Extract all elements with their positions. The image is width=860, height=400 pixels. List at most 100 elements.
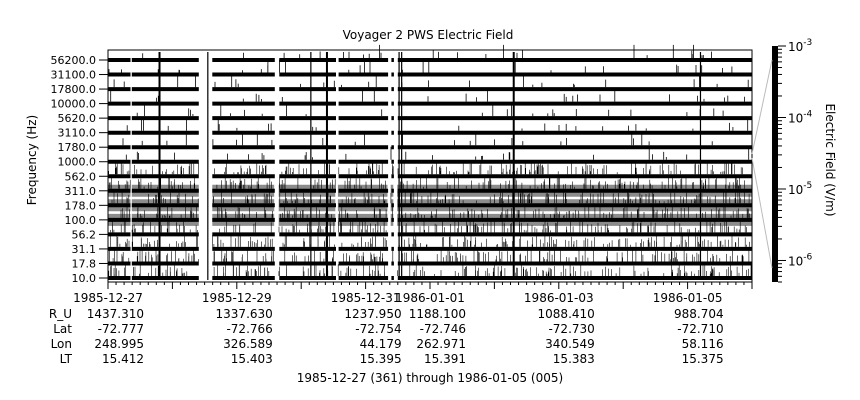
ephemeris-row-name: R_U bbox=[49, 307, 72, 321]
channel-baseline bbox=[108, 101, 752, 106]
channel-label: 1000.0 bbox=[58, 156, 97, 169]
ephemeris-value: -72.766 bbox=[226, 322, 272, 336]
x-tick-label: 1985-12-29 bbox=[202, 291, 272, 305]
ephemeris-value: 15.391 bbox=[424, 352, 466, 366]
channel-baseline bbox=[108, 217, 752, 222]
channel-baseline bbox=[108, 232, 752, 237]
channel-band-1780_0 bbox=[108, 132, 752, 150]
channel-label: 311.0 bbox=[65, 185, 97, 198]
channel-baseline bbox=[108, 203, 752, 208]
channel-label: 31100.0 bbox=[51, 69, 97, 82]
channel-band-311_0 bbox=[107, 176, 753, 197]
ephemeris-value: 262.971 bbox=[416, 337, 466, 351]
channel-label: 562.0 bbox=[65, 170, 97, 183]
channel-spikes bbox=[107, 161, 743, 175]
channel-spikes bbox=[110, 219, 747, 233]
colorbar-connector bbox=[751, 59, 773, 155]
ephemeris-value: 1188.100 bbox=[409, 307, 466, 321]
x-tick-label: 1985-12-31 bbox=[331, 291, 401, 305]
channel-label: 17800.0 bbox=[51, 83, 97, 96]
channel-label: 10.0 bbox=[72, 272, 97, 285]
channel-band-3110_0 bbox=[108, 117, 752, 135]
channel-baseline bbox=[108, 159, 752, 164]
channel-label: 56200.0 bbox=[51, 54, 97, 67]
ephemeris-row-name: Lat bbox=[53, 322, 72, 336]
x-tick-label: 1986-01-01 bbox=[395, 291, 465, 305]
ephemeris-value: 248.995 bbox=[94, 337, 144, 351]
channel-baseline bbox=[108, 130, 752, 135]
channel-band-100_0 bbox=[108, 205, 752, 226]
channel-band-56_2 bbox=[108, 219, 752, 237]
channel-label: 178.0 bbox=[65, 199, 97, 212]
channel-band-562_0 bbox=[107, 161, 752, 179]
colorbar-tick-label: 10-4 bbox=[788, 109, 813, 125]
ephemeris-value: 326.589 bbox=[223, 337, 273, 351]
channel-label: 100.0 bbox=[65, 214, 97, 227]
channel-baseline bbox=[108, 116, 752, 121]
ephemeris-value: 15.412 bbox=[102, 352, 144, 366]
channel-band-178_0 bbox=[107, 190, 752, 212]
channel-band-31100_0 bbox=[108, 59, 752, 77]
ephemeris-value: 1337.630 bbox=[216, 307, 273, 321]
y-axis-label: Frequency (Hz) bbox=[25, 115, 39, 206]
ephemeris-value: 1237.950 bbox=[344, 307, 401, 321]
ephemeris-value: 340.549 bbox=[545, 337, 595, 351]
channel-label: 3110.0 bbox=[58, 127, 97, 140]
channel-band-1000_0 bbox=[108, 146, 752, 164]
channel-spikes bbox=[122, 132, 713, 146]
channel-baseline bbox=[108, 87, 752, 92]
ephemeris-value: 15.375 bbox=[682, 352, 724, 366]
ephemeris-row-name: LT bbox=[60, 352, 73, 366]
channel-spikes bbox=[125, 146, 750, 160]
ephemeris-value: -72.754 bbox=[355, 322, 401, 336]
channel-band-31_1 bbox=[108, 234, 752, 251]
x-tick-label: 1986-01-03 bbox=[524, 291, 594, 305]
ephemeris-value: -72.710 bbox=[677, 322, 723, 336]
channel-baseline bbox=[108, 261, 752, 266]
channel-band-17800_0 bbox=[108, 74, 752, 92]
x-tick-label: 1985-12-27 bbox=[73, 291, 143, 305]
channel-baseline bbox=[108, 174, 752, 179]
channel-spikes bbox=[108, 263, 752, 276]
channel-spikes bbox=[110, 234, 750, 247]
colorbar-tick-label: 10-6 bbox=[788, 252, 813, 268]
ephemeris-value: 15.403 bbox=[231, 352, 273, 366]
time-range-footer: 1985-12-27 (361) through 1986-01-05 (005… bbox=[297, 371, 563, 385]
channel-spikes bbox=[107, 190, 750, 204]
channel-band-10_0 bbox=[108, 263, 752, 280]
channel-spikes bbox=[107, 248, 750, 262]
colorbar-label: Electric Field (V/m) bbox=[823, 103, 837, 216]
chart-title: Voyager 2 PWS Electric Field bbox=[343, 28, 514, 42]
colorbar-strip bbox=[772, 46, 778, 282]
channel-band-5620_0 bbox=[108, 103, 752, 121]
colorbar-tick-label: 10-3 bbox=[788, 38, 812, 54]
colorbar-tick-label: 10-5 bbox=[788, 181, 812, 197]
time-axis: 1985-12-27 1985-12-29 1985-12-311986-01-01… bbox=[73, 282, 753, 305]
channel-label: 31.1 bbox=[72, 243, 97, 256]
ephemeris-value: -72.730 bbox=[548, 322, 594, 336]
channel-baseline bbox=[108, 58, 752, 62]
ephemeris-value: 1088.410 bbox=[538, 307, 595, 321]
channel-band-10000_0 bbox=[108, 88, 752, 106]
ephemeris-value: 58.116 bbox=[682, 337, 724, 351]
ephemeris-value: 1437.310 bbox=[87, 307, 144, 321]
ephemeris-value: -72.777 bbox=[98, 322, 144, 336]
channel-spikes bbox=[136, 103, 724, 117]
channel-spikes bbox=[108, 59, 733, 73]
ephemeris-value: 44.179 bbox=[360, 337, 402, 351]
channel-baseline bbox=[108, 72, 752, 77]
channel-baseline bbox=[108, 276, 752, 280]
ephemeris-value: 15.395 bbox=[360, 352, 402, 366]
channel-label: 5620.0 bbox=[58, 112, 97, 125]
x-tick-label: 1986-01-05 bbox=[653, 291, 723, 305]
channel-band-17_8 bbox=[107, 248, 752, 266]
ephemeris-value: -72.746 bbox=[420, 322, 466, 336]
colorbar: 10-3 10-4 10-5 10-6 bbox=[751, 38, 813, 283]
ephemeris-row-name: Lon bbox=[51, 337, 72, 351]
channel-band-56200_0 bbox=[107, 44, 752, 62]
ephemeris-value: 988.704 bbox=[674, 307, 724, 321]
ephemeris-value: 15.383 bbox=[553, 352, 595, 366]
channel-baseline bbox=[108, 145, 752, 150]
